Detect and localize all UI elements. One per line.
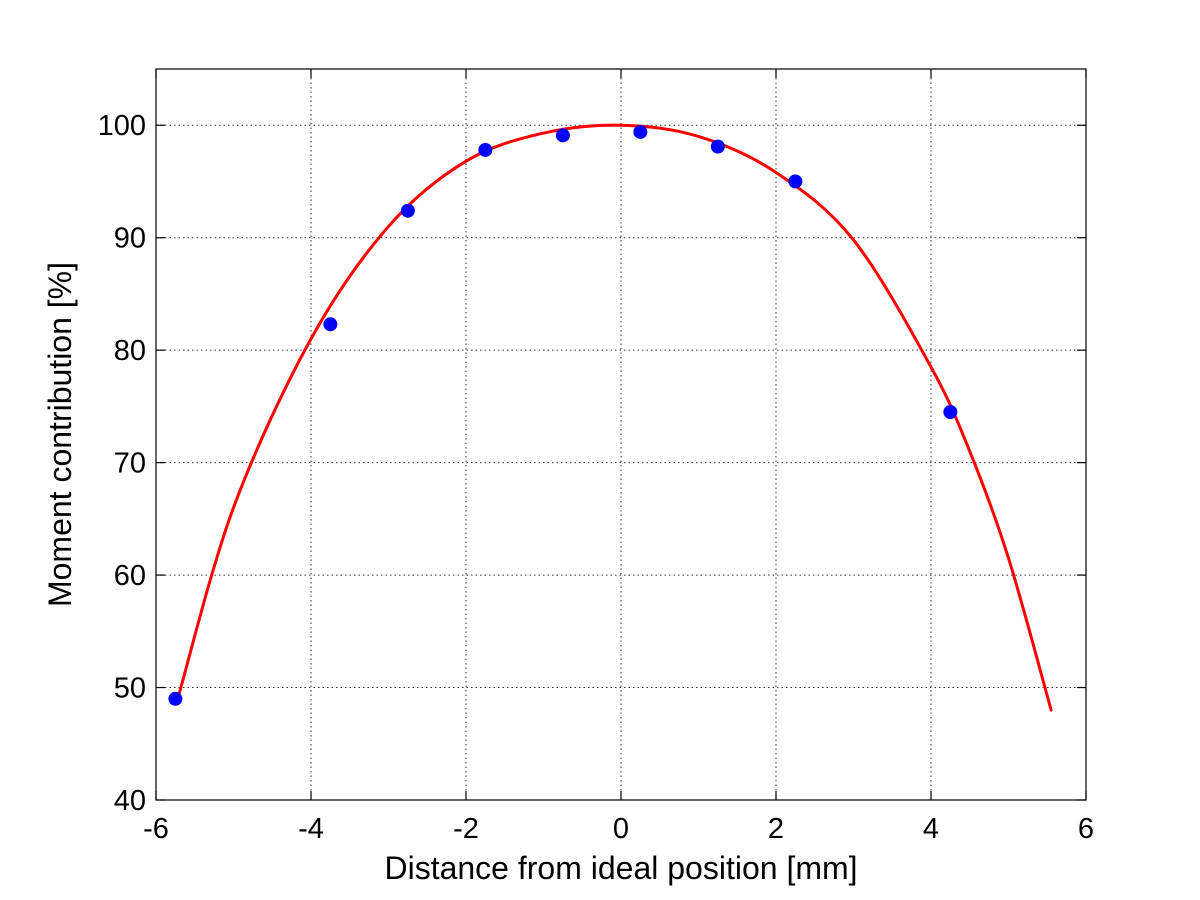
y-tick-label: 80 xyxy=(114,335,146,367)
x-tick-label: 4 xyxy=(923,813,939,845)
x-tick-label: 2 xyxy=(768,813,784,845)
fit-curve-line xyxy=(177,123,1053,712)
x-axis-label: Distance from ideal position [mm] xyxy=(384,850,857,886)
y-tick-label: 50 xyxy=(114,673,146,705)
x-tick-label: -6 xyxy=(143,813,169,845)
y-tick-label: 70 xyxy=(114,448,146,480)
grid xyxy=(156,69,1086,800)
data-point xyxy=(400,203,415,218)
data-point xyxy=(168,691,183,706)
y-tick-label: 40 xyxy=(114,785,146,817)
x-tick-label: 6 xyxy=(1078,813,1094,845)
data-point xyxy=(323,317,338,332)
data-points-layer xyxy=(168,124,958,706)
fit-curve-layer xyxy=(177,123,1053,712)
y-tick-label: 90 xyxy=(114,223,146,255)
data-point xyxy=(478,142,493,157)
data-point xyxy=(555,128,570,143)
data-point xyxy=(633,124,648,139)
x-tick-label: -4 xyxy=(298,813,324,845)
x-tick-label: -2 xyxy=(453,813,479,845)
y-tick-label: 100 xyxy=(98,110,146,142)
data-point xyxy=(710,139,725,154)
y-axis-label: Moment contribution [%] xyxy=(42,262,78,607)
tick-labels: -6 -4 -2 0 2 4 6 40 50 60 70 80 90 100 xyxy=(98,110,1094,845)
plot-frame xyxy=(155,68,1087,801)
y-tick-label: 60 xyxy=(114,560,146,592)
data-point xyxy=(943,405,958,420)
data-point xyxy=(788,174,803,189)
x-tick-label: 0 xyxy=(613,813,629,845)
